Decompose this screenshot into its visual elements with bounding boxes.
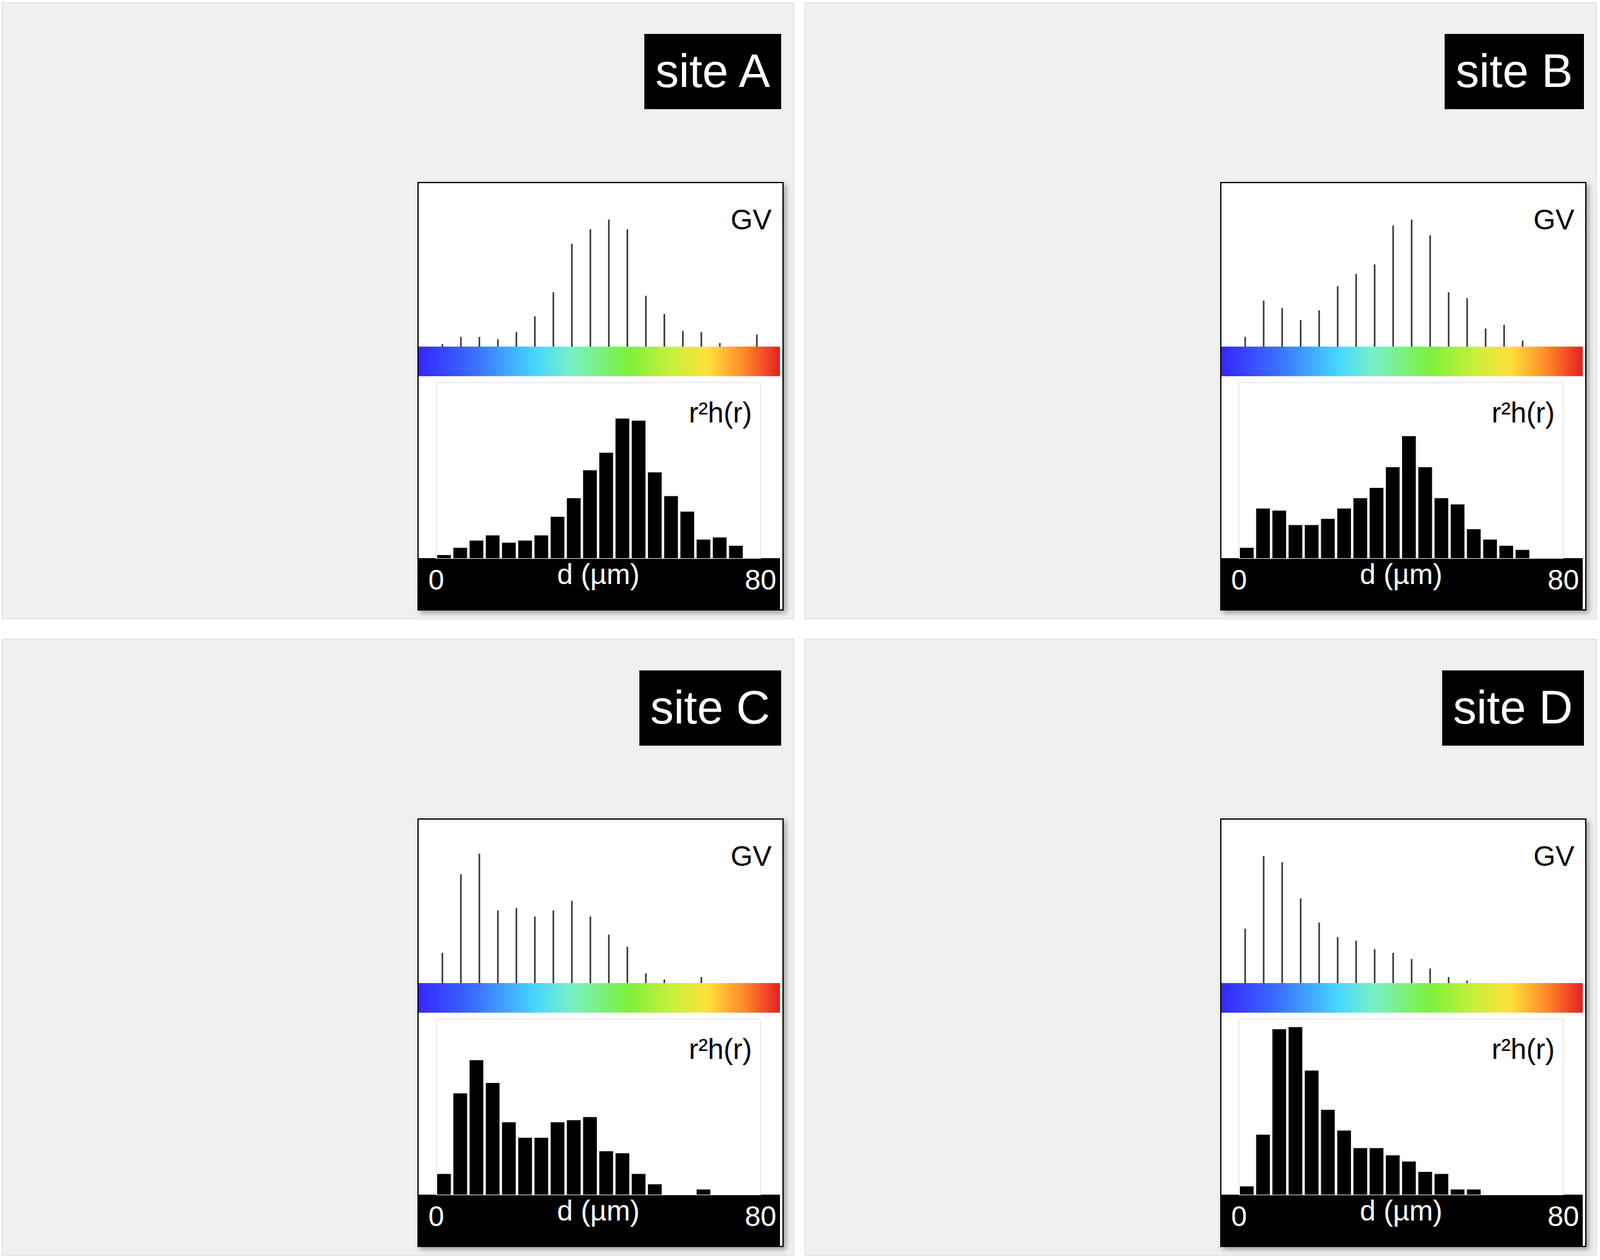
svg-text:GV: GV [730, 203, 772, 236]
svg-text:0: 0 [1231, 563, 1248, 596]
svg-text:80: 80 [744, 563, 777, 596]
svg-text:d (µm): d (µm) [1360, 1194, 1443, 1227]
svg-text:d (µm): d (µm) [557, 557, 640, 591]
svg-text:r²h(r): r²h(r) [688, 1032, 752, 1065]
html-text:site C: site C [650, 680, 771, 734]
svg-text:GV: GV [1533, 839, 1575, 872]
svg-text:0: 0 [1231, 1199, 1248, 1232]
html-text:site D: site D [1453, 680, 1573, 734]
svg-text:GV: GV [730, 839, 772, 872]
svg-text:80: 80 [1547, 563, 1580, 596]
svg-text:80: 80 [1547, 1199, 1580, 1232]
svg-text:r²h(r): r²h(r) [1491, 396, 1555, 429]
svg-text:d (µm): d (µm) [557, 1194, 640, 1227]
svg-text:r²h(r): r²h(r) [1491, 1032, 1555, 1065]
svg-text:0: 0 [428, 1199, 445, 1232]
svg-text:80: 80 [744, 1199, 777, 1232]
html-text:site B: site B [1455, 44, 1573, 97]
html-text:site A: site A [655, 44, 771, 97]
svg-text:0: 0 [428, 563, 445, 596]
svg-text:d (µm): d (µm) [1360, 557, 1443, 591]
svg-text:r²h(r): r²h(r) [688, 396, 752, 429]
svg-text:GV: GV [1533, 203, 1575, 236]
